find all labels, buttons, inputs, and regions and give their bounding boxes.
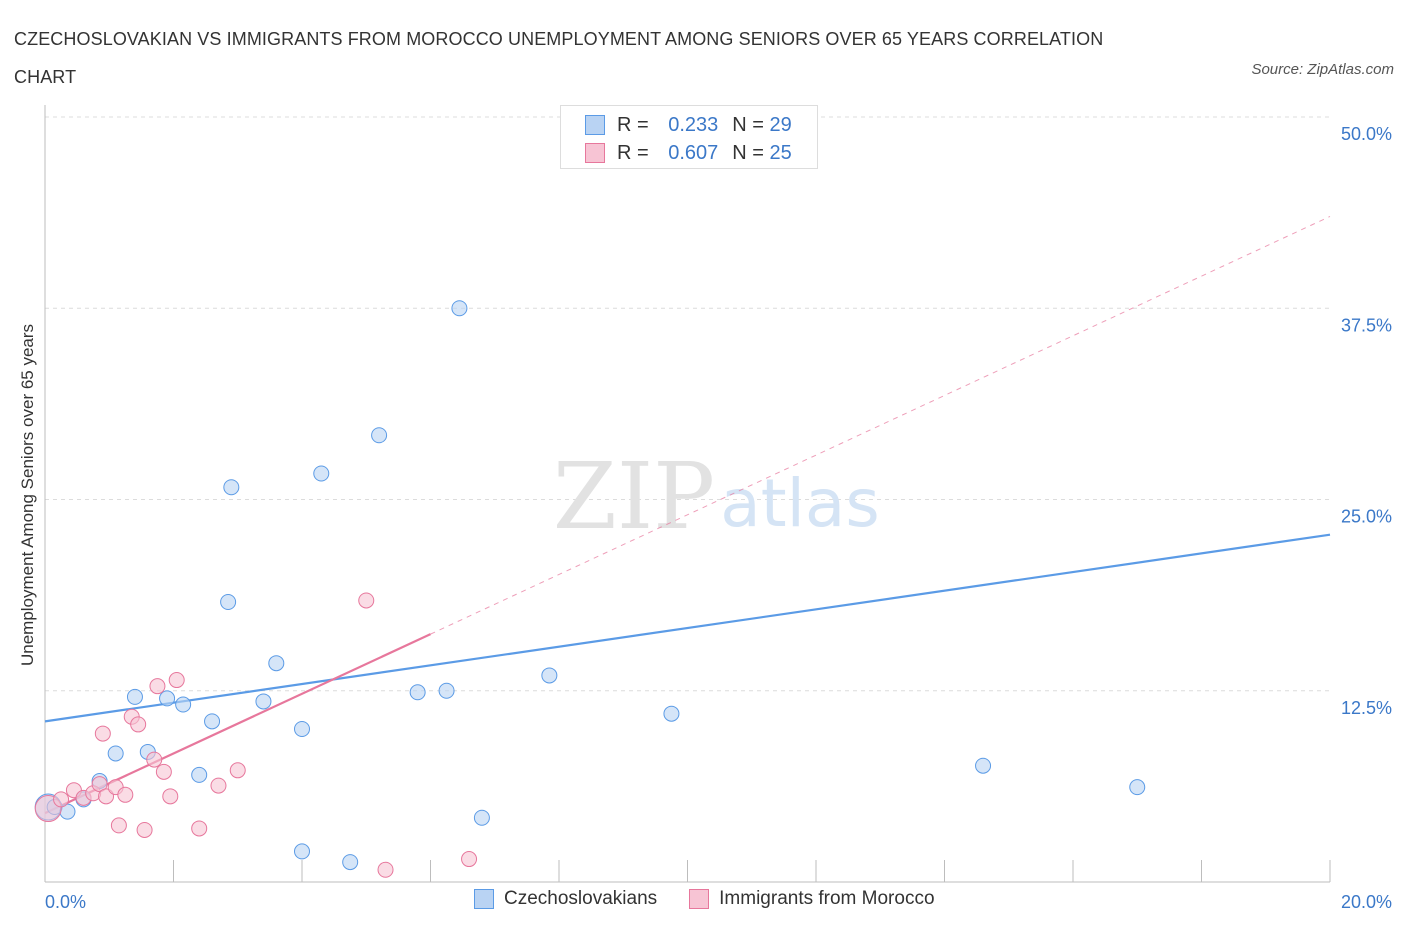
series-legend: Czechoslovakians Immigrants from Morocco <box>474 888 967 910</box>
data-point <box>146 751 163 768</box>
data-point <box>162 788 179 805</box>
y-tick-label: 37.5% <box>1341 315 1392 335</box>
data-point <box>107 745 124 762</box>
watermark: ZIP atlas <box>553 443 880 550</box>
legend-n-value: 29 <box>769 113 792 136</box>
data-point <box>371 427 388 444</box>
legend-r-value: 0.607 <box>668 141 719 164</box>
data-point <box>358 592 375 609</box>
trend-line-extension <box>430 215 1331 635</box>
blue-swatch-icon <box>474 889 494 909</box>
data-point <box>117 786 134 803</box>
data-point <box>409 684 426 701</box>
data-point <box>126 688 143 705</box>
data-point <box>159 690 176 707</box>
trend-lines <box>44 215 1331 815</box>
data-point <box>168 672 185 689</box>
pink-swatch-icon <box>585 143 605 163</box>
data-point <box>191 766 208 783</box>
data-point <box>473 809 490 826</box>
data-points <box>34 300 1146 878</box>
data-point <box>975 757 992 774</box>
data-point <box>1129 779 1146 796</box>
data-point <box>294 721 310 737</box>
x-tick-label: 20.0% <box>1341 892 1392 912</box>
chart-title: CZECHOSLOVAKIAN VS IMMIGRANTS FROM MOROC… <box>14 29 1104 87</box>
chart-source: Source: ZipAtlas.com <box>1251 61 1394 78</box>
watermark-zip: ZIP <box>553 443 715 550</box>
data-point <box>541 667 558 684</box>
data-point <box>229 762 246 779</box>
data-point <box>175 696 192 713</box>
y-tick-label: 25.0% <box>1341 507 1392 527</box>
blue-swatch-icon <box>585 115 605 135</box>
legend-item-morocco: Immigrants from Morocco <box>689 888 935 910</box>
legend-n-value: 25 <box>769 141 792 164</box>
legend-series-name: Immigrants from Morocco <box>719 888 935 909</box>
data-point <box>255 693 272 710</box>
legend-n-label: N = <box>732 113 764 136</box>
legend-row-czechoslovakians: R = 0.233 N = 29 <box>585 111 792 139</box>
data-point <box>451 300 468 317</box>
data-point <box>223 479 240 496</box>
data-point <box>136 821 153 838</box>
tick-labels: 12.5% 25.0% 37.5% 50.0% 0.0% 20.0% <box>45 124 1392 912</box>
legend-r-label: R = <box>617 113 649 136</box>
data-point <box>155 763 172 780</box>
y-tick-label: 50.0% <box>1341 124 1392 144</box>
pink-swatch-icon <box>689 889 710 909</box>
legend-row-morocco: R = 0.607 N = 25 <box>585 139 792 167</box>
legend-series-name: Czechoslovakians <box>504 888 658 909</box>
data-point <box>210 777 227 794</box>
grid-lines <box>45 116 1330 692</box>
data-point <box>342 854 359 871</box>
data-point <box>220 594 237 611</box>
legend-r-value: 0.233 <box>668 113 719 136</box>
data-point <box>377 861 394 878</box>
legend-r-label: R = <box>617 141 649 164</box>
axes <box>44 105 1331 883</box>
data-point <box>130 716 147 733</box>
data-point <box>294 843 310 860</box>
data-point <box>98 788 115 805</box>
data-point <box>53 791 70 808</box>
stats-legend: R = 0.233 N = 29 R = 0.607 N = 25 <box>560 105 818 169</box>
trend-line <box>44 533 1331 723</box>
data-point <box>149 678 166 695</box>
data-point <box>110 817 127 834</box>
x-tick-label: 0.0% <box>45 892 86 912</box>
data-point <box>204 713 221 730</box>
y-tick-label: 12.5% <box>1341 698 1392 718</box>
data-point <box>663 705 680 722</box>
data-point <box>313 465 330 482</box>
legend-n-label: N = <box>732 141 764 164</box>
data-point <box>94 725 111 742</box>
data-point <box>438 682 455 699</box>
watermark-atlas: atlas <box>720 465 880 542</box>
data-point <box>268 655 285 672</box>
data-point <box>461 851 478 868</box>
legend-item-czechoslovakians: Czechoslovakians <box>474 888 657 910</box>
data-point <box>191 820 208 837</box>
